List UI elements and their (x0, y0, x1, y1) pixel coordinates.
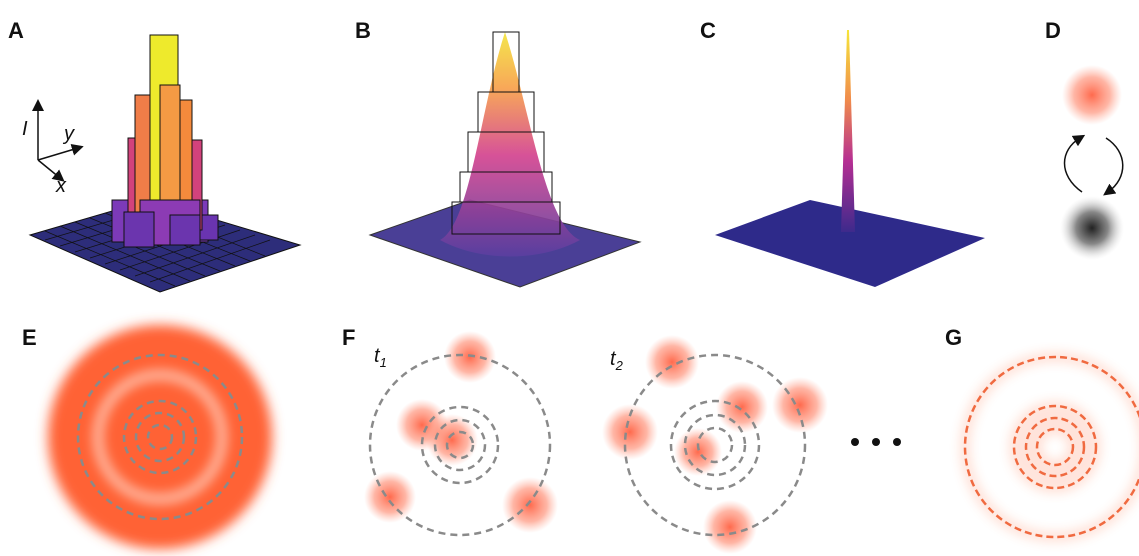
snapshot-t1 (364, 331, 558, 535)
panel-label: A (8, 18, 24, 43)
panel-label: B (355, 18, 371, 43)
snapshot-t2 (602, 335, 828, 554)
axis-label: x (55, 175, 67, 197)
time-label: t2 (610, 348, 624, 373)
state-cycle (1060, 65, 1124, 260)
ellipsis (851, 438, 901, 446)
figure: A I y x B (0, 0, 1139, 556)
axis-label: y (62, 123, 75, 145)
panel-label: G (945, 325, 962, 350)
averaged-rings (48, 325, 272, 549)
histogram-3d (30, 35, 300, 292)
time-subscript: 1 (380, 355, 387, 370)
reconstructed-rings (965, 357, 1139, 537)
panel-label: D (1045, 18, 1061, 43)
panel-label: C (700, 18, 716, 43)
time-subscript: 2 (615, 358, 624, 373)
time-label: t1 (374, 345, 387, 370)
panel-label: E (22, 325, 37, 350)
spike-3d (715, 30, 985, 287)
panel-label: F (342, 325, 355, 350)
axis-label: I (22, 118, 28, 140)
surface-3d (370, 32, 640, 287)
